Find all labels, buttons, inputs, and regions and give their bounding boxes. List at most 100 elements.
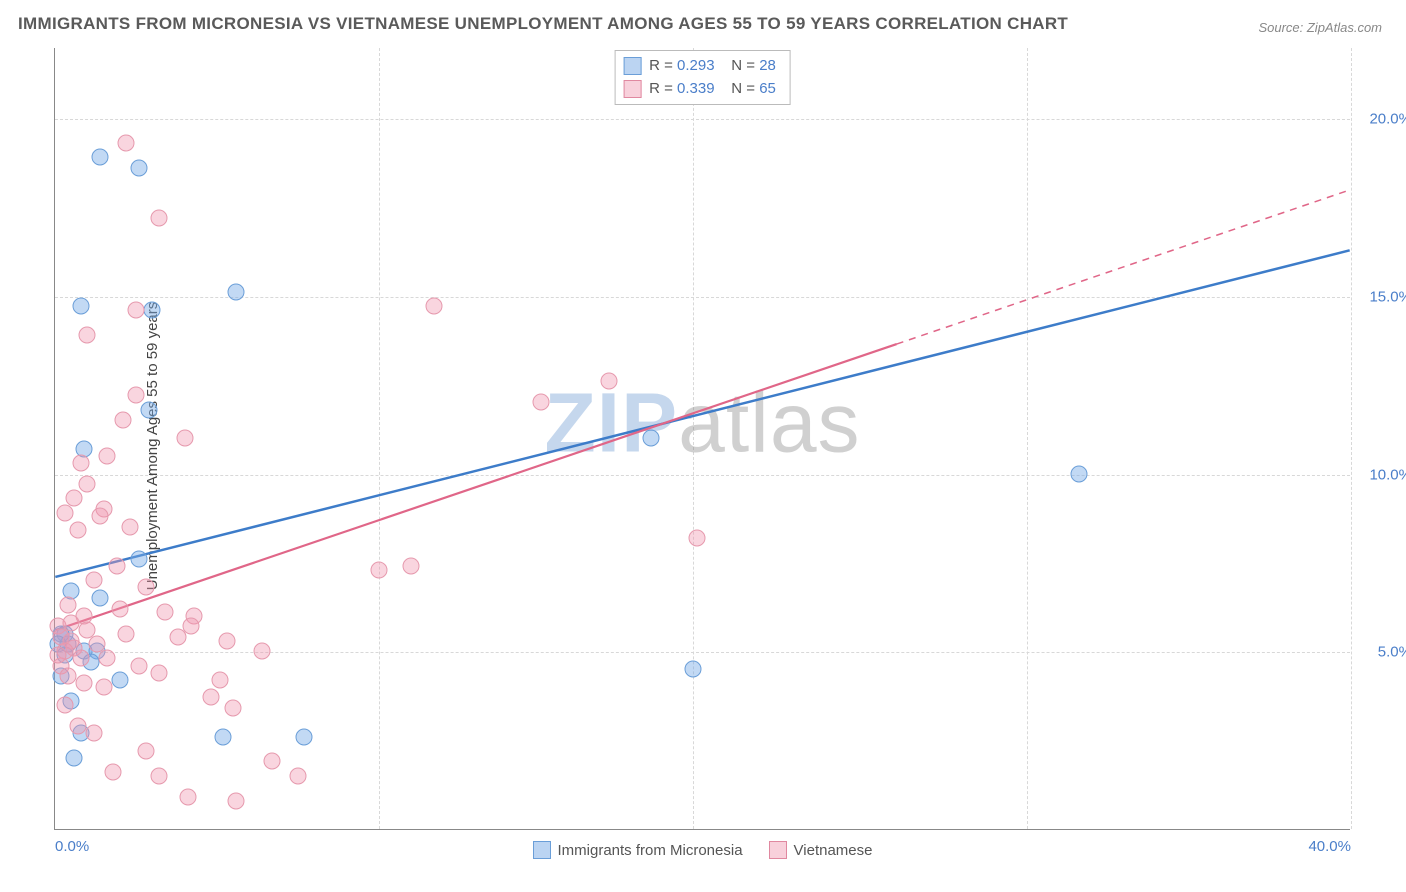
scatter-point (72, 650, 89, 667)
scatter-point (131, 159, 148, 176)
scatter-point (115, 412, 132, 429)
trend-lines (55, 48, 1350, 829)
scatter-point (150, 209, 167, 226)
scatter-point (137, 742, 154, 759)
legend-series-1: Immigrants from Micronesia (533, 841, 743, 859)
scatter-point (56, 504, 73, 521)
scatter-point (66, 749, 83, 766)
legend-stats: R = 0.293 N = 28 R = 0.339 N = 65 (614, 50, 791, 105)
scatter-point (59, 597, 76, 614)
scatter-point (79, 326, 96, 343)
scatter-point (202, 689, 219, 706)
swatch-blue-icon (623, 57, 641, 75)
scatter-point (118, 625, 135, 642)
scatter-point (643, 430, 660, 447)
scatter-point (601, 373, 618, 390)
scatter-point (128, 302, 145, 319)
swatch-pink-icon (623, 80, 641, 98)
y-tick-label: 10.0% (1369, 466, 1406, 483)
scatter-point (426, 298, 443, 315)
source-attribution: Source: ZipAtlas.com (1258, 20, 1382, 35)
swatch-pink-icon (769, 841, 787, 859)
scatter-point (137, 579, 154, 596)
scatter-point (403, 557, 420, 574)
scatter-point (131, 657, 148, 674)
scatter-point (108, 557, 125, 574)
scatter-point (69, 522, 86, 539)
gridline-h (55, 119, 1350, 120)
scatter-point (254, 643, 271, 660)
watermark-atlas: atlas (678, 375, 860, 469)
scatter-point (98, 447, 115, 464)
legend-series-2: Vietnamese (769, 841, 873, 859)
gridline-h (55, 475, 1350, 476)
n-label-2: N = (731, 80, 755, 97)
legend-series: Immigrants from Micronesia Vietnamese (533, 841, 873, 859)
scatter-point (371, 561, 388, 578)
scatter-point (85, 572, 102, 589)
legend-label-1: Immigrants from Micronesia (558, 842, 743, 859)
r-label-2: R = (649, 80, 673, 97)
scatter-point (176, 430, 193, 447)
scatter-point (128, 387, 145, 404)
n-label: N = (731, 57, 755, 74)
scatter-point (76, 675, 93, 692)
scatter-point (85, 725, 102, 742)
scatter-point (157, 604, 174, 621)
legend-stats-row-2: R = 0.339 N = 65 (623, 78, 776, 101)
r-label: R = (649, 57, 673, 74)
scatter-point (92, 589, 109, 606)
scatter-point (50, 646, 67, 663)
y-tick-label: 5.0% (1378, 644, 1406, 661)
scatter-point (140, 401, 157, 418)
scatter-point (215, 728, 232, 745)
scatter-point (296, 728, 313, 745)
swatch-blue-icon (533, 841, 551, 859)
scatter-point (685, 661, 702, 678)
scatter-point (63, 614, 80, 631)
scatter-point (95, 678, 112, 695)
scatter-point (72, 454, 89, 471)
scatter-point (1070, 465, 1087, 482)
scatter-point (92, 508, 109, 525)
scatter-point (688, 529, 705, 546)
r-value-2: 0.339 (677, 80, 715, 97)
scatter-point (228, 792, 245, 809)
scatter-point (218, 632, 235, 649)
scatter-point (111, 671, 128, 688)
scatter-point (131, 550, 148, 567)
gridline-h (55, 297, 1350, 298)
scatter-point (79, 621, 96, 638)
scatter-point (144, 302, 161, 319)
x-tick-label: 40.0% (1308, 838, 1351, 855)
scatter-point (212, 671, 229, 688)
scatter-point (72, 298, 89, 315)
plot-area: ZIPatlas R = 0.293 N = 28 R = 0.339 N = … (54, 48, 1350, 830)
scatter-point (179, 789, 196, 806)
scatter-point (264, 753, 281, 770)
scatter-point (533, 394, 550, 411)
scatter-point (105, 764, 122, 781)
watermark-zip: ZIP (544, 375, 678, 469)
scatter-point (98, 650, 115, 667)
chart-title: IMMIGRANTS FROM MICRONESIA VS VIETNAMESE… (18, 14, 1068, 34)
gridline-v (1351, 48, 1352, 829)
x-tick-label: 0.0% (55, 838, 89, 855)
scatter-point (59, 668, 76, 685)
gridline-v (693, 48, 694, 829)
scatter-point (111, 600, 128, 617)
scatter-point (225, 700, 242, 717)
gridline-v (379, 48, 380, 829)
scatter-point (121, 518, 138, 535)
gridline-h (55, 652, 1350, 653)
r-value-1: 0.293 (677, 57, 715, 74)
scatter-point (170, 629, 187, 646)
y-tick-label: 15.0% (1369, 288, 1406, 305)
scatter-point (92, 149, 109, 166)
scatter-point (56, 696, 73, 713)
scatter-point (69, 717, 86, 734)
n-value-2: 65 (759, 80, 776, 97)
scatter-point (79, 476, 96, 493)
n-value-1: 28 (759, 57, 776, 74)
gridline-v (1027, 48, 1028, 829)
